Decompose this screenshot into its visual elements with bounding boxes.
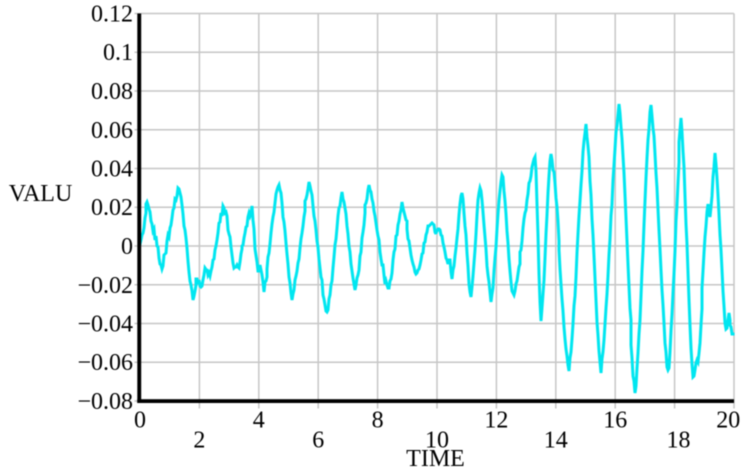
svg-text:4: 4 bbox=[253, 408, 265, 434]
svg-text:TIME: TIME bbox=[406, 446, 465, 472]
svg-text:−0.02: −0.02 bbox=[77, 273, 133, 299]
svg-text:0: 0 bbox=[121, 234, 133, 260]
svg-text:6: 6 bbox=[312, 428, 324, 454]
svg-text:0.06: 0.06 bbox=[91, 118, 133, 144]
svg-text:−0.04: −0.04 bbox=[77, 312, 133, 338]
svg-text:0.1: 0.1 bbox=[103, 40, 133, 66]
svg-text:0: 0 bbox=[134, 408, 146, 434]
svg-text:−0.06: −0.06 bbox=[77, 350, 133, 376]
svg-text:VALU: VALU bbox=[9, 181, 73, 207]
svg-text:−0.08: −0.08 bbox=[77, 389, 133, 415]
svg-text:12: 12 bbox=[484, 408, 508, 434]
svg-text:0.08: 0.08 bbox=[91, 79, 133, 105]
svg-text:0.02: 0.02 bbox=[91, 195, 133, 221]
svg-text:14: 14 bbox=[544, 428, 568, 454]
svg-text:0.04: 0.04 bbox=[91, 157, 133, 183]
svg-text:2: 2 bbox=[193, 428, 205, 454]
svg-text:8: 8 bbox=[372, 408, 384, 434]
svg-text:18: 18 bbox=[667, 428, 691, 454]
svg-text:16: 16 bbox=[603, 408, 627, 434]
svg-text:0.12: 0.12 bbox=[91, 2, 133, 28]
svg-text:20: 20 bbox=[716, 408, 740, 434]
svg-text:10: 10 bbox=[425, 428, 449, 454]
